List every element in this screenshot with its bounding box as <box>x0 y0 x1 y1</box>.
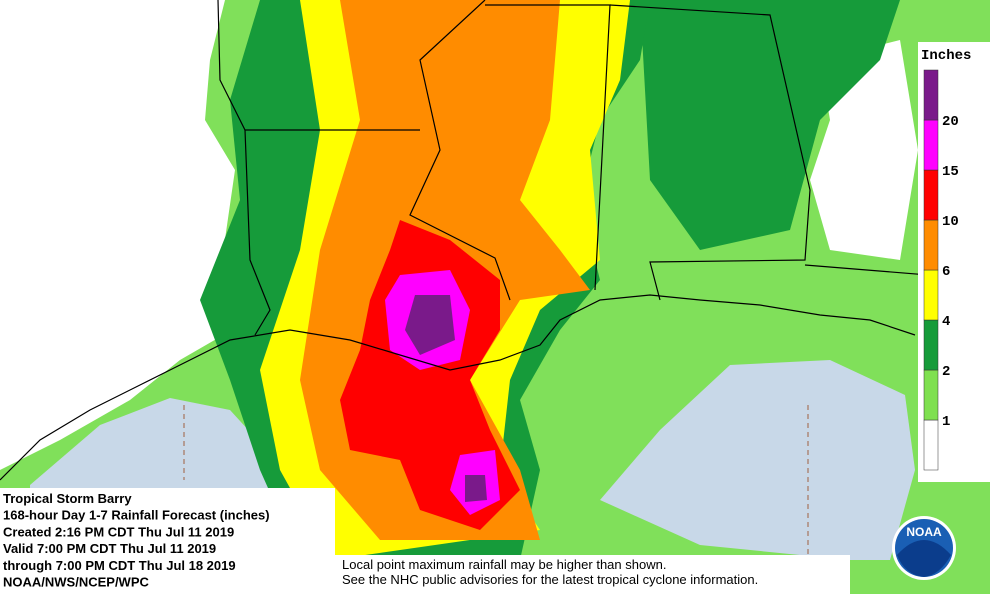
legend: 1 2 4 6 10 15 20 <box>923 69 959 471</box>
rain-20in <box>465 475 487 502</box>
legend-swatch <box>923 219 939 271</box>
title-line: through 7:00 PM CDT Thu Jul 18 2019 <box>3 558 236 573</box>
title-box <box>0 488 335 594</box>
legend-label: 6 <box>942 264 950 280</box>
rain-10in <box>340 220 520 530</box>
title-line: NOAA/NWS/NCEP/WPC <box>3 575 150 590</box>
state-border <box>244 129 271 336</box>
note-line: Local point maximum rainfall may be high… <box>342 557 666 572</box>
title-line: Valid 7:00 PM CDT Thu Jul 11 2019 <box>3 541 216 556</box>
legend-label: 4 <box>942 314 950 330</box>
legend-label: 10 <box>942 214 959 230</box>
note: Local point maximum rainfall may be high… <box>342 557 758 587</box>
gulf-west <box>30 398 280 500</box>
note-box <box>335 555 850 594</box>
legend-swatch <box>923 419 939 471</box>
state-border <box>217 0 420 131</box>
legend-swatch <box>923 369 939 421</box>
legend-label: 20 <box>942 114 959 130</box>
legend-swatch <box>923 269 939 321</box>
note-line: See the NHC public advisories for the la… <box>342 572 758 587</box>
legend-swatch <box>923 69 939 121</box>
dry-area <box>0 0 235 470</box>
gulf-east <box>600 360 915 560</box>
legend-swatch <box>923 319 939 371</box>
legend-title: Inches <box>921 48 971 64</box>
rain-2in-east <box>640 0 900 250</box>
title-line: Tropical Storm Barry <box>3 491 132 506</box>
logo-wave <box>897 540 951 577</box>
title-line: 168-hour Day 1-7 Rainfall Forecast (inch… <box>3 508 270 523</box>
legend-label: 2 <box>942 364 950 380</box>
legend-label: 1 <box>942 414 950 430</box>
legend-label: 15 <box>942 164 959 180</box>
coastline <box>0 294 916 481</box>
rain-20in <box>405 295 455 355</box>
title-block: Tropical Storm Barry 168-hour Day 1-7 Rai… <box>3 491 270 590</box>
title-line: Created 2:16 PM CDT Thu Jul 11 2019 <box>3 524 234 539</box>
logo-text: NOAA <box>906 525 942 539</box>
state-border <box>609 4 811 301</box>
noaa-logo: NOAA <box>892 516 956 580</box>
legend-swatch <box>923 119 939 171</box>
legend-swatch <box>923 169 939 221</box>
state-border <box>409 0 511 301</box>
